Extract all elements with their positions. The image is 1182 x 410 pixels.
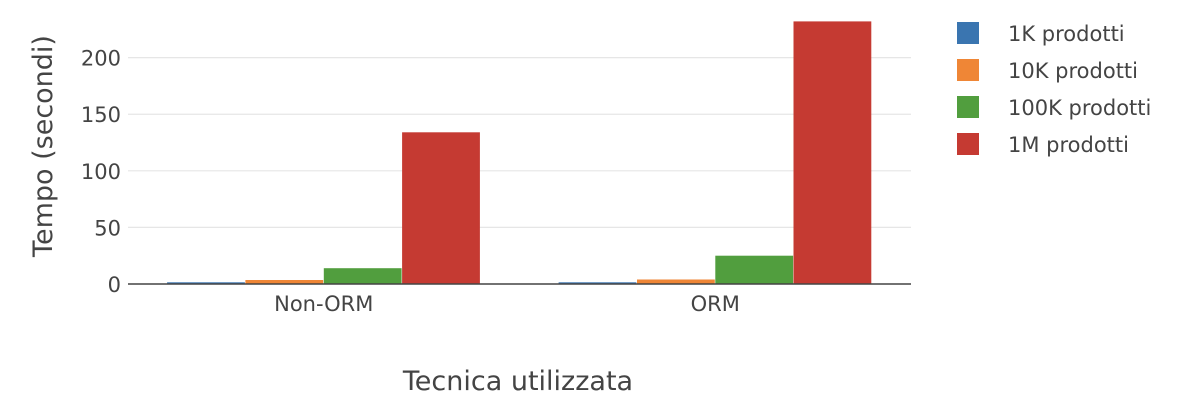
legend-label: 100K prodotti — [1008, 96, 1151, 120]
legend-swatch — [957, 96, 979, 118]
bars — [167, 21, 872, 285]
legend: 1K prodotti 10K prodotti 100K prodotti 1M p… — [957, 22, 1151, 157]
bar — [558, 282, 637, 284]
y-axis-title: Tempo (secondi) — [28, 35, 59, 258]
x-tick-label: ORM — [691, 292, 740, 316]
y-tick-label: 150 — [81, 103, 121, 127]
x-axis-title: Tecnica utilizzata — [402, 366, 633, 397]
bar — [167, 282, 245, 284]
legend-swatch — [957, 59, 979, 81]
y-tick-label: 200 — [81, 47, 121, 71]
y-tick-label: 0 — [108, 273, 121, 297]
y-tick-label: 100 — [81, 160, 121, 184]
x-ticks: Non-ORM ORM — [274, 292, 740, 316]
bar — [245, 280, 324, 284]
y-tick-label: 50 — [94, 216, 121, 240]
bar — [793, 21, 872, 285]
legend-label: 10K prodotti — [1008, 59, 1138, 83]
y-ticks: 0 50 100 150 200 — [81, 47, 121, 297]
bar — [402, 132, 480, 284]
gridlines — [128, 57, 911, 229]
legend-swatch — [957, 133, 979, 155]
x-tick-label: Non-ORM — [274, 292, 373, 316]
bar — [715, 255, 794, 284]
legend-label: 1K prodotti — [1008, 22, 1125, 46]
bar — [637, 279, 715, 284]
legend-swatch — [957, 22, 979, 44]
legend-label: 1M prodotti — [1008, 133, 1129, 157]
bar — [323, 268, 402, 284]
